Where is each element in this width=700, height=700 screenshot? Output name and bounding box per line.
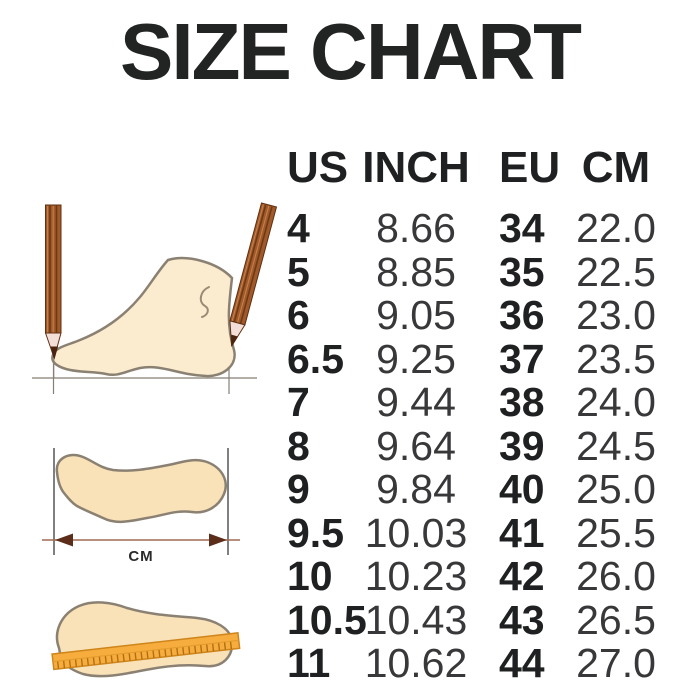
cell-us: 10.5 [287, 596, 367, 643]
cell-cm: 23.0 [576, 292, 656, 338]
cell-us: 8 [287, 422, 310, 469]
cell-us: 6.5 [287, 335, 344, 382]
cell-eu: 38 [499, 379, 545, 425]
cell-eu: 35 [499, 248, 545, 295]
cell-cm: 26.0 [576, 553, 656, 599]
cell-us: 10 [287, 553, 333, 599]
cell-inch: 10.62 [364, 640, 468, 686]
table-row: 6 9.05 36 23.0 [287, 292, 660, 338]
pencil-icon [229, 202, 278, 347]
cell-cm: 22.0 [576, 205, 656, 251]
cell-inch: 9.05 [376, 292, 456, 338]
cell-cm: 25.5 [576, 509, 656, 556]
cell-eu: 43 [499, 596, 545, 643]
cell-cm: 22.5 [576, 248, 656, 295]
table-body: 4 8.66 34 22.0 5 8.85 35 22.5 6 9.05 36 23.0 6.5 9… [287, 205, 660, 686]
table-row: 4 8.66 34 22.0 [287, 205, 660, 251]
table-row: 6.5 9.25 37 23.5 [287, 335, 660, 382]
foot-side-measure-illustration [32, 202, 278, 394]
col-header-inch: INCH [362, 143, 470, 192]
cell-inch: 10.23 [364, 553, 468, 599]
cell-eu: 39 [499, 422, 545, 469]
cell-eu: 40 [499, 466, 545, 512]
cell-eu: 42 [499, 553, 545, 599]
length-guide-lines [53, 448, 229, 555]
cell-us: 11 [287, 640, 331, 686]
footprint-length-illustration: CM [42, 448, 240, 565]
cell-inch: 9.84 [376, 466, 456, 512]
footprint-ruler-illustration [51, 601, 241, 678]
table-row: 7 9.44 38 24.0 [287, 379, 660, 425]
page-title: SIZE CHART [120, 7, 582, 96]
cell-cm: 26.5 [576, 596, 656, 643]
cell-us: 9.5 [287, 509, 344, 556]
cell-inch: 9.25 [376, 335, 456, 382]
pencil-icon [45, 204, 62, 378]
cell-cm: 23.5 [576, 335, 656, 382]
cell-us: 7 [287, 379, 310, 425]
cell-eu: 37 [499, 335, 545, 382]
ruler-icon [51, 632, 241, 671]
cell-inch: 10.03 [364, 509, 468, 556]
col-header-us: US [287, 143, 349, 192]
cell-us: 9 [287, 466, 310, 512]
table-row: 11 10.62 44 27.0 [287, 640, 660, 686]
col-header-eu: EU [499, 143, 561, 192]
cell-cm: 27.0 [576, 640, 656, 686]
cell-inch: 8.66 [376, 205, 456, 251]
cell-inch: 9.44 [376, 379, 456, 425]
cm-label: CM [128, 548, 153, 565]
cell-cm: 25.0 [576, 466, 656, 512]
cell-inch: 9.64 [376, 422, 456, 469]
table-row: 10 10.23 42 26.0 [287, 553, 660, 599]
cell-eu: 44 [499, 640, 545, 686]
cell-inch: 8.85 [376, 248, 456, 295]
cell-eu: 36 [499, 292, 545, 338]
col-header-cm: CM [581, 143, 651, 192]
cell-us: 4 [287, 205, 310, 251]
cell-us: 5 [287, 248, 310, 295]
footprint-icon [55, 453, 227, 524]
table-row: 9.5 10.03 41 25.5 [287, 509, 660, 556]
cell-eu: 34 [499, 205, 545, 251]
cm-measure-arrow [42, 533, 240, 547]
size-table: US INCH EU CM 4 8.66 34 22.0 5 8.85 35 22.5 6 9.05… [287, 146, 660, 686]
table-header-row: US INCH EU CM [287, 146, 660, 190]
table-row: 5 8.85 35 22.5 [287, 248, 660, 295]
table-row: 9 9.84 40 25.0 [287, 466, 660, 512]
cell-cm: 24.0 [576, 379, 656, 425]
cell-eu: 41 [499, 509, 545, 556]
cell-inch: 10.43 [364, 596, 468, 643]
table-row: 10.510.43 43 26.5 [287, 596, 660, 643]
table-row: 8 9.64 39 24.5 [287, 422, 660, 469]
cell-us: 6 [287, 292, 310, 338]
foot-icon [51, 256, 236, 378]
cell-cm: 24.5 [576, 422, 656, 469]
